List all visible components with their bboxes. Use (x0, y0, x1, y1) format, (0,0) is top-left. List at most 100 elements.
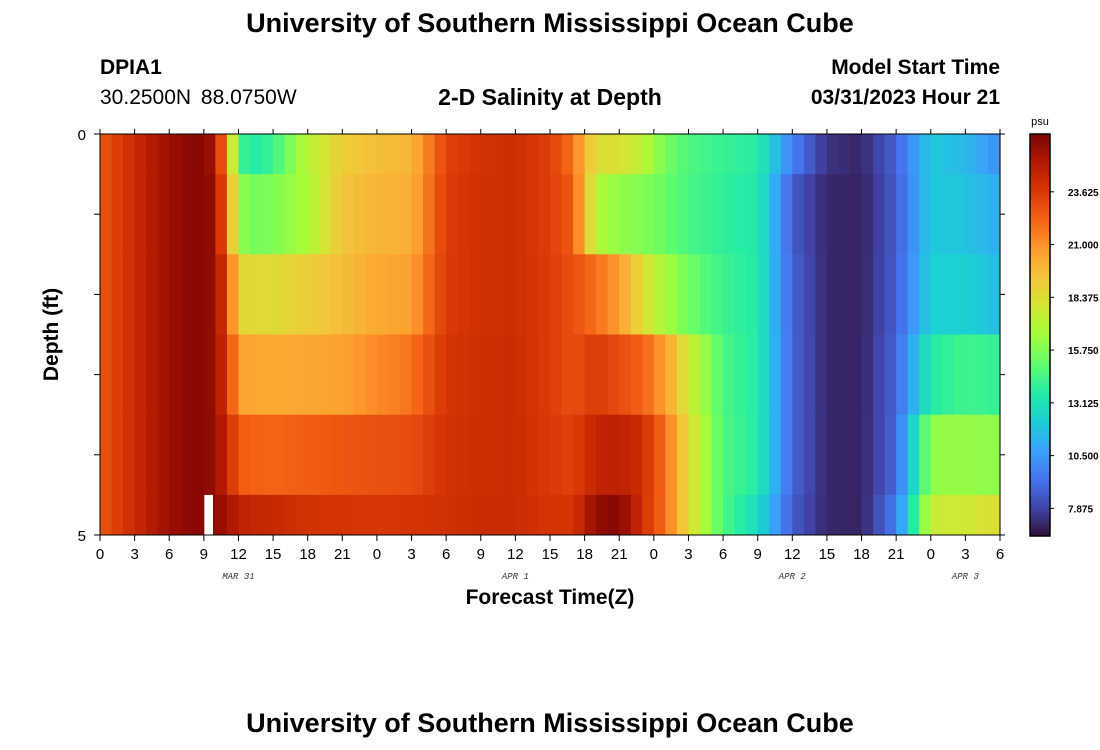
heatmap-cell (111, 414, 124, 496)
heatmap-cell (734, 494, 747, 536)
heatmap-cell (261, 174, 274, 255)
heatmap-cell (388, 334, 401, 416)
heatmap-cell (307, 494, 320, 536)
heatmap-cell (838, 134, 851, 175)
heatmap-cell (100, 414, 113, 496)
heatmap-cell (492, 494, 505, 536)
heatmap-cell (469, 494, 482, 536)
heatmap-cell (123, 134, 136, 175)
heatmap-cell (723, 174, 736, 255)
heatmap-cell (273, 494, 286, 536)
heatmap-cell (284, 334, 297, 416)
heatmap-cell (919, 174, 932, 255)
heatmap-cell (365, 494, 378, 536)
heatmap-cell (203, 174, 216, 255)
heatmap-cell (526, 334, 540, 416)
heatmap-cell (423, 494, 436, 536)
heatmap-cell (411, 134, 424, 175)
heatmap-cell (434, 494, 447, 536)
heatmap-cell (792, 134, 805, 175)
heatmap-cell (434, 174, 447, 255)
colorbar-unit-label: psu (1031, 116, 1049, 128)
heatmap-cell (976, 134, 990, 175)
heatmap-cell (319, 334, 332, 416)
heatmap-cell (607, 134, 620, 175)
heatmap-cell (907, 334, 920, 416)
heatmap-cell (365, 134, 378, 175)
x-tick-label: 3 (684, 546, 692, 563)
heatmap-cell (757, 254, 770, 335)
heatmap-cell (596, 494, 609, 536)
heatmap-cell (250, 414, 263, 496)
heatmap-cell (619, 494, 632, 536)
heatmap-cell (653, 174, 666, 255)
heatmap-cell (838, 494, 851, 536)
heatmap-cell (319, 414, 332, 496)
heatmap-cell (815, 414, 828, 496)
y-tick-label: 0 (78, 127, 86, 144)
colorbar-gradient (1029, 133, 1051, 537)
heatmap-cell (180, 414, 193, 496)
heatmap-cell (584, 414, 597, 496)
heatmap-cell (619, 414, 632, 496)
heatmap-cell (215, 254, 228, 335)
y-tick-label: 5 (78, 528, 86, 545)
heatmap-cell (492, 414, 505, 496)
heatmap-cell (550, 134, 563, 175)
heatmap-cell (330, 494, 343, 536)
heatmap-cell (896, 494, 909, 536)
heatmap-cell (596, 134, 609, 175)
heatmap-cell (353, 334, 366, 416)
heatmap-cell (665, 494, 678, 536)
heatmap-cell (757, 414, 770, 496)
heatmap-cell (157, 494, 170, 536)
heatmap-cell (930, 134, 943, 175)
heatmap-cell (261, 334, 274, 416)
heatmap-cell (423, 134, 436, 175)
heatmap-cell (457, 174, 470, 255)
heatmap-cell (550, 334, 563, 416)
heatmap-cell (203, 414, 216, 496)
heatmap-cell (734, 134, 747, 175)
heatmap-cell (619, 174, 632, 255)
heatmap-cell (296, 174, 309, 255)
heatmap-cell (526, 254, 540, 335)
colorbar: 23.625 21.000 18.375 15.750 13.125 10.500 7.87… (1029, 133, 1099, 537)
heatmap-cell (123, 254, 136, 335)
heatmap-cell (157, 414, 170, 496)
heatmap-cell (526, 414, 540, 496)
heatmap-cell (815, 134, 828, 175)
model-start-label: Model Start Time (831, 56, 1000, 79)
heatmap-cell (976, 254, 990, 335)
heatmap-cell (619, 334, 632, 416)
heatmap-cell (850, 334, 863, 416)
heatmap-cell (123, 334, 136, 416)
heatmap-cell (757, 494, 770, 536)
heatmap-cell (734, 334, 747, 416)
heatmap-cell (284, 414, 297, 496)
heatmap-cell (446, 494, 459, 536)
heatmap-cell (676, 134, 690, 175)
heatmap-cell (515, 334, 528, 416)
heatmap-cell (676, 254, 690, 335)
heatmap-cell (319, 134, 332, 175)
x-tick-label: 0 (650, 546, 658, 563)
day-label: MAR 31 (222, 572, 254, 582)
heatmap-cell (780, 174, 793, 255)
heatmap-cell (780, 334, 793, 416)
heatmap-cell (446, 414, 459, 496)
x-tick-label: 12 (507, 546, 524, 563)
heatmap-cell (469, 174, 482, 255)
heatmap-cell (757, 174, 770, 255)
heatmap-cell (538, 254, 551, 335)
heatmap-cell (238, 174, 251, 255)
heatmap-cell (792, 414, 805, 496)
heatmap-cell (700, 494, 713, 536)
heatmap-cell (296, 254, 309, 335)
heatmap-cell (111, 254, 124, 335)
heatmap-cell (596, 334, 609, 416)
heatmap-cell (642, 134, 655, 175)
heatmap-cell (146, 134, 159, 175)
heatmap-cell (411, 174, 424, 255)
heatmap-cell (596, 254, 609, 335)
